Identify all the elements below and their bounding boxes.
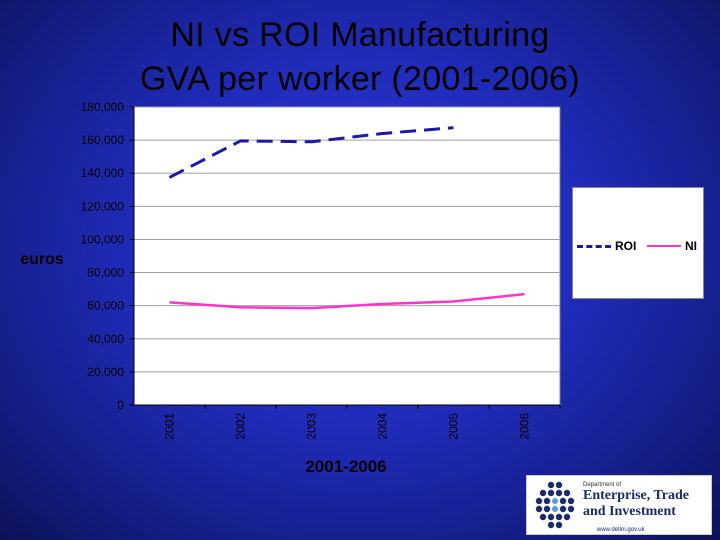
legend: ROI NI [572,187,704,299]
y-tick-label: 0 [117,398,124,412]
data-point-ni [453,301,455,303]
x-tick-label: 2003 [305,413,319,440]
logo-url: www.detini.gov.uk [597,527,645,533]
data-point-ni [169,301,171,303]
x-axis-label: 2001-2006 [305,457,386,476]
data-point-ni [311,307,313,309]
data-point-roi [382,132,384,134]
legend-item-ni: NI [647,239,697,253]
legend-swatch-ni [647,245,681,247]
data-point-ni [240,306,242,308]
y-tick-label: 60,000 [87,299,124,313]
data-point-roi [311,141,313,143]
y-tick-label: 40,000 [87,332,124,346]
y-tick-label: 100,000 [81,232,125,246]
logo-subtitle: Department of [583,482,622,488]
y-tick-label: 80,000 [87,266,124,280]
x-tick-label: 2005 [447,413,461,440]
legend-item-roi: ROI [577,239,636,253]
x-tick-label: 2002 [234,413,248,440]
x-tick-label: 2004 [376,413,390,440]
x-tick-label: 2006 [518,413,532,440]
x-tick-label: 2001 [163,413,177,440]
data-point-ni [382,303,384,305]
series-line-roi [168,126,454,179]
legend-label-roi: ROI [615,239,637,253]
dots-cluster-logo-icon [535,481,575,529]
legend-swatch-roi [577,244,611,248]
data-point-roi [453,127,455,129]
legend-label-ni: NI [685,239,697,253]
data-point-roi [240,140,242,142]
data-point-ni [524,293,526,295]
y-tick-label: 160,000 [81,133,125,147]
detini-logo: Department of Enterprise, Trade and Inve… [526,475,712,535]
y-axis-label: euros [20,251,64,268]
y-tick-label: 180,000 [81,100,125,114]
logo-name: Enterprise, Trade and Investment [583,488,690,519]
chart-title-line-2: GVA per worker (2001-2006) [140,60,580,98]
chart-title-line-1: NI vs ROI Manufacturing [170,16,550,54]
data-point-roi [169,176,171,178]
y-tick-label: 120,000 [81,199,125,213]
y-tick-label: 20,000 [87,365,124,379]
series-line-ni [169,292,525,310]
y-tick-label: 140,000 [81,166,125,180]
plot-area [133,106,561,406]
